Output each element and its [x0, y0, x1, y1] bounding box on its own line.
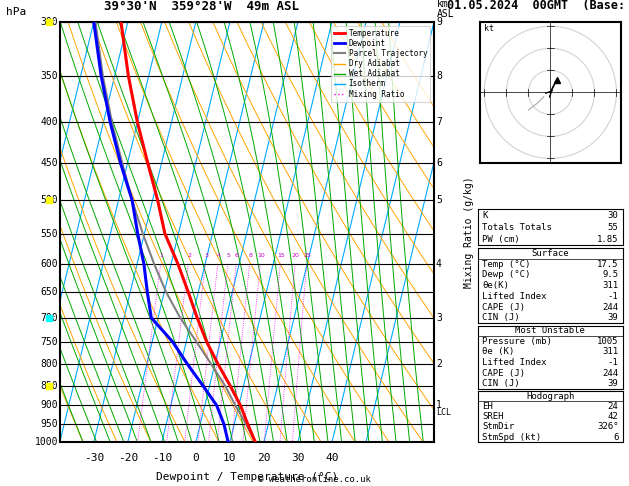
Text: 39: 39	[608, 379, 618, 388]
Text: 244: 244	[602, 368, 618, 378]
Text: 4: 4	[436, 259, 442, 269]
Text: 550: 550	[40, 228, 58, 239]
Text: 326°: 326°	[597, 422, 618, 432]
Text: -20: -20	[118, 453, 138, 463]
Text: 55: 55	[608, 223, 618, 232]
Text: 6: 6	[613, 433, 618, 442]
Text: 450: 450	[40, 158, 58, 169]
Text: Mixing Ratio (g/kg): Mixing Ratio (g/kg)	[464, 176, 474, 288]
Text: 850: 850	[40, 381, 58, 391]
Text: LCL: LCL	[436, 408, 451, 417]
Text: 10: 10	[257, 253, 265, 258]
Text: 9: 9	[436, 17, 442, 27]
Text: EH: EH	[482, 402, 493, 411]
Text: -1: -1	[608, 292, 618, 301]
Text: θe(K): θe(K)	[482, 281, 509, 290]
Text: Surface: Surface	[532, 249, 569, 258]
Text: Lifted Index: Lifted Index	[482, 358, 547, 367]
Text: 700: 700	[40, 312, 58, 323]
Text: 1005: 1005	[597, 337, 618, 346]
Text: -30: -30	[84, 453, 104, 463]
Text: 600: 600	[40, 259, 58, 269]
Text: 311: 311	[602, 347, 618, 356]
Text: 2: 2	[187, 253, 191, 258]
Text: K: K	[482, 210, 487, 220]
Text: 5: 5	[226, 253, 230, 258]
Text: 42: 42	[608, 412, 618, 421]
Text: SREH: SREH	[482, 412, 504, 421]
Text: 2: 2	[436, 359, 442, 369]
Text: -1: -1	[608, 358, 618, 367]
Text: 9.5: 9.5	[602, 270, 618, 279]
Text: 1.85: 1.85	[597, 235, 618, 244]
Text: Dewpoint / Temperature (°C): Dewpoint / Temperature (°C)	[156, 472, 338, 482]
Text: 40: 40	[325, 453, 338, 463]
Text: θe (K): θe (K)	[482, 347, 515, 356]
Text: hPa: hPa	[6, 7, 26, 17]
Text: CAPE (J): CAPE (J)	[482, 303, 525, 312]
Text: 650: 650	[40, 287, 58, 297]
Text: 0: 0	[192, 453, 199, 463]
Text: StmDir: StmDir	[482, 422, 515, 432]
Text: 20: 20	[257, 453, 270, 463]
Text: Dewp (°C): Dewp (°C)	[482, 270, 531, 279]
Text: 1: 1	[160, 253, 164, 258]
Text: 15: 15	[277, 253, 285, 258]
Text: 1000: 1000	[35, 437, 58, 447]
Text: 24: 24	[608, 402, 618, 411]
Text: 20: 20	[292, 253, 299, 258]
Text: 39°30'N  359°28'W  49m ASL: 39°30'N 359°28'W 49m ASL	[104, 0, 299, 14]
Text: 950: 950	[40, 419, 58, 429]
Text: 3: 3	[436, 312, 442, 323]
Text: Hodograph: Hodograph	[526, 392, 574, 401]
Text: CAPE (J): CAPE (J)	[482, 368, 525, 378]
Text: 750: 750	[40, 337, 58, 347]
Text: 8: 8	[436, 70, 442, 81]
Text: 25: 25	[303, 253, 311, 258]
Text: 17.5: 17.5	[597, 260, 618, 268]
Text: 311: 311	[602, 281, 618, 290]
Text: Pressure (mb): Pressure (mb)	[482, 337, 552, 346]
Text: kt: kt	[484, 24, 494, 33]
Text: CIN (J): CIN (J)	[482, 313, 520, 322]
Text: 8: 8	[248, 253, 252, 258]
Text: CIN (J): CIN (J)	[482, 379, 520, 388]
Text: 01.05.2024  00GMT  (Base: 18): 01.05.2024 00GMT (Base: 18)	[447, 0, 629, 12]
Text: Temp (°C): Temp (°C)	[482, 260, 531, 268]
Text: 30: 30	[608, 210, 618, 220]
Text: Lifted Index: Lifted Index	[482, 292, 547, 301]
Text: © weatheronline.co.uk: © weatheronline.co.uk	[258, 474, 371, 484]
Text: 10: 10	[223, 453, 237, 463]
Text: 39: 39	[608, 313, 618, 322]
Text: km
ASL: km ASL	[437, 0, 455, 19]
Text: 800: 800	[40, 359, 58, 369]
Text: 4: 4	[216, 253, 221, 258]
Text: 3: 3	[204, 253, 208, 258]
Text: PW (cm): PW (cm)	[482, 235, 520, 244]
Text: 7: 7	[436, 117, 442, 127]
Text: 500: 500	[40, 195, 58, 205]
Text: 6: 6	[235, 253, 239, 258]
Text: 400: 400	[40, 117, 58, 127]
Text: 900: 900	[40, 400, 58, 411]
Legend: Temperature, Dewpoint, Parcel Trajectory, Dry Adiabat, Wet Adiabat, Isotherm, Mi: Temperature, Dewpoint, Parcel Trajectory…	[331, 26, 430, 102]
Text: 5: 5	[436, 195, 442, 205]
Text: 244: 244	[602, 303, 618, 312]
Text: 30: 30	[291, 453, 304, 463]
Text: Totals Totals: Totals Totals	[482, 223, 552, 232]
Text: 300: 300	[40, 17, 58, 27]
Text: 350: 350	[40, 70, 58, 81]
Text: Most Unstable: Most Unstable	[515, 327, 586, 335]
Text: 6: 6	[436, 158, 442, 169]
Text: 1: 1	[436, 400, 442, 411]
Text: -10: -10	[152, 453, 172, 463]
Text: StmSpd (kt): StmSpd (kt)	[482, 433, 542, 442]
